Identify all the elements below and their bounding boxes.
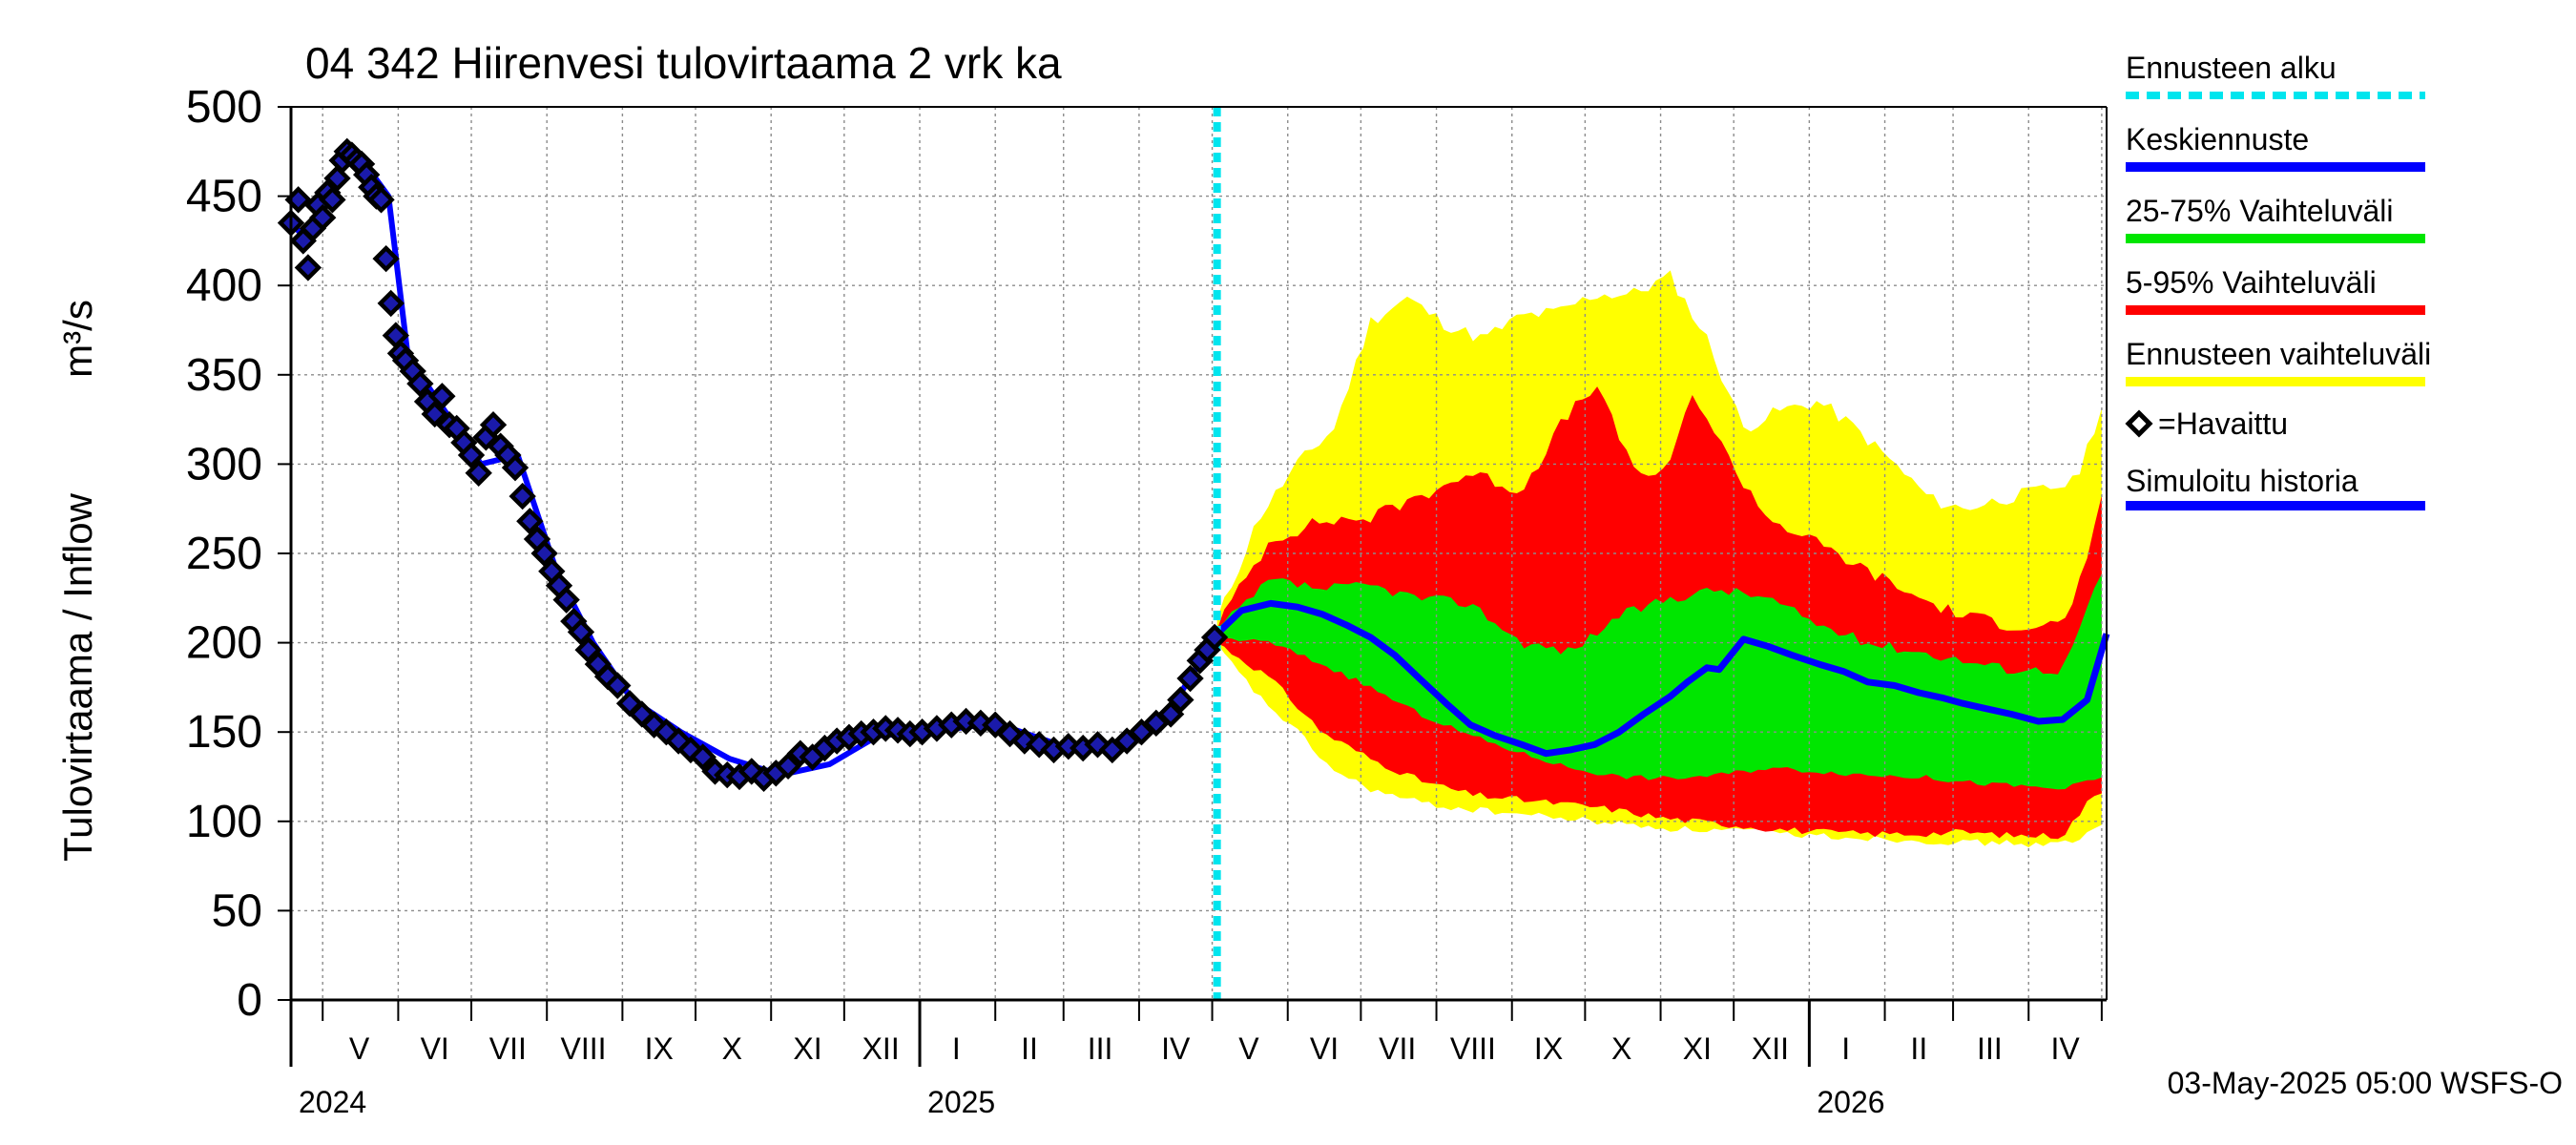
observed-point xyxy=(406,369,434,398)
grid-layer xyxy=(291,106,2107,1001)
bands-layer xyxy=(1216,270,2102,847)
x-month-label: X xyxy=(1611,1031,1631,1066)
x-month-label: XII xyxy=(1752,1031,1789,1066)
observed-point xyxy=(372,244,400,273)
observed-point xyxy=(574,635,602,664)
y-tick-label: 350 xyxy=(186,350,262,401)
observed-point xyxy=(501,453,530,482)
y-tick-label: 250 xyxy=(186,529,262,579)
legend-marker xyxy=(2125,409,2153,438)
x-year-label: 2024 xyxy=(299,1085,366,1119)
band-25-75-vaihteluv-li xyxy=(1216,573,2102,790)
y-tick-label: 50 xyxy=(212,885,262,936)
observed-point xyxy=(319,186,346,214)
y-tick-label: 0 xyxy=(237,975,262,1026)
legend: Ennusteen alku Keskiennuste 25-75% Vaihtel… xyxy=(2125,51,2431,510)
median-forecast-line xyxy=(1215,599,2110,758)
observed-point xyxy=(309,203,337,232)
x-month-label: IX xyxy=(645,1031,674,1066)
legend-label: 5-95% Vaihteluväli xyxy=(2126,265,2377,300)
observed-point xyxy=(1200,623,1229,652)
markers-layer xyxy=(277,137,1229,793)
y-tick-label: 150 xyxy=(186,707,262,758)
y-tick-label: 200 xyxy=(186,618,262,669)
observed-point xyxy=(653,718,680,746)
footer-timestamp: 03-May-2025 05:00 WSFS-O xyxy=(2168,1066,2563,1100)
observed-point xyxy=(479,411,508,439)
legend-label: =Havaittu xyxy=(2158,406,2288,441)
x-month-label: VIII xyxy=(1450,1031,1496,1066)
observed-point xyxy=(421,400,448,428)
observed-point xyxy=(664,727,693,755)
observed-point xyxy=(530,539,558,568)
x-month-label: XII xyxy=(862,1031,900,1066)
observed-point xyxy=(689,743,717,771)
x-month-label: VI xyxy=(421,1031,449,1066)
legend-label: 25-75% Vaihteluväli xyxy=(2126,194,2393,228)
x-month-label: V xyxy=(1238,1031,1259,1066)
x-month-label: I xyxy=(952,1031,961,1066)
x-month-label: II xyxy=(1021,1031,1038,1066)
x-month-label: VI xyxy=(1310,1031,1339,1066)
y-tick-label: 300 xyxy=(186,439,262,489)
observed-point xyxy=(552,586,580,614)
x-month-label: IV xyxy=(2050,1031,2080,1066)
y-tick-label: 450 xyxy=(186,172,262,222)
y-tick-label: 500 xyxy=(186,82,262,133)
observed-point xyxy=(516,508,544,535)
y-tick-label: 400 xyxy=(186,260,262,311)
legend-label: Simuloitu historia xyxy=(2126,464,2358,498)
observed-point xyxy=(567,618,595,646)
legend-label: Ennusteen vaihteluväli xyxy=(2126,337,2431,371)
observed-point xyxy=(1026,731,1053,759)
legend-label: Keskiennuste xyxy=(2126,122,2309,156)
observed-point xyxy=(996,719,1024,748)
y-axis-label: Tulovirtaama / Inflow xyxy=(55,492,100,862)
x-month-label: VIII xyxy=(561,1031,607,1066)
observed-point xyxy=(457,441,486,469)
observed-point xyxy=(1176,664,1204,693)
observed-point xyxy=(604,672,632,699)
x-month-label: II xyxy=(1910,1031,1927,1066)
observed-point xyxy=(323,164,351,193)
y-tick-label: 100 xyxy=(186,797,262,847)
x-year-label: 2026 xyxy=(1817,1085,1884,1119)
x-month-label: VII xyxy=(489,1031,527,1066)
observed-point xyxy=(294,254,322,281)
observed-point xyxy=(1167,686,1195,714)
x-year-label: 2025 xyxy=(927,1085,995,1119)
legend-label: Ennusteen alku xyxy=(2126,51,2337,85)
observed-point xyxy=(774,752,802,780)
observed-point xyxy=(1156,700,1185,728)
y-axis-unit: m³/s xyxy=(55,300,100,378)
simulated-history-line xyxy=(288,148,1220,779)
observed-point xyxy=(377,289,405,318)
observed-point xyxy=(465,459,492,487)
observed-point xyxy=(367,186,395,214)
x-month-label: VII xyxy=(1379,1031,1416,1066)
observed-point xyxy=(428,383,456,410)
x-month-label: IX xyxy=(1534,1031,1563,1066)
observed-point xyxy=(509,482,536,510)
x-month-label: I xyxy=(1841,1031,1850,1066)
x-month-label: III xyxy=(1088,1031,1113,1066)
x-month-label: IV xyxy=(1161,1031,1191,1066)
x-month-label: XI xyxy=(793,1031,821,1066)
x-month-label: III xyxy=(1977,1031,2003,1066)
x-month-label: XI xyxy=(1683,1031,1712,1066)
x-month-label: V xyxy=(349,1031,370,1066)
x-month-label: X xyxy=(722,1031,742,1066)
chart-title: 04 342 Hiirenvesi tulovirtaama 2 vrk ka xyxy=(305,38,1062,88)
